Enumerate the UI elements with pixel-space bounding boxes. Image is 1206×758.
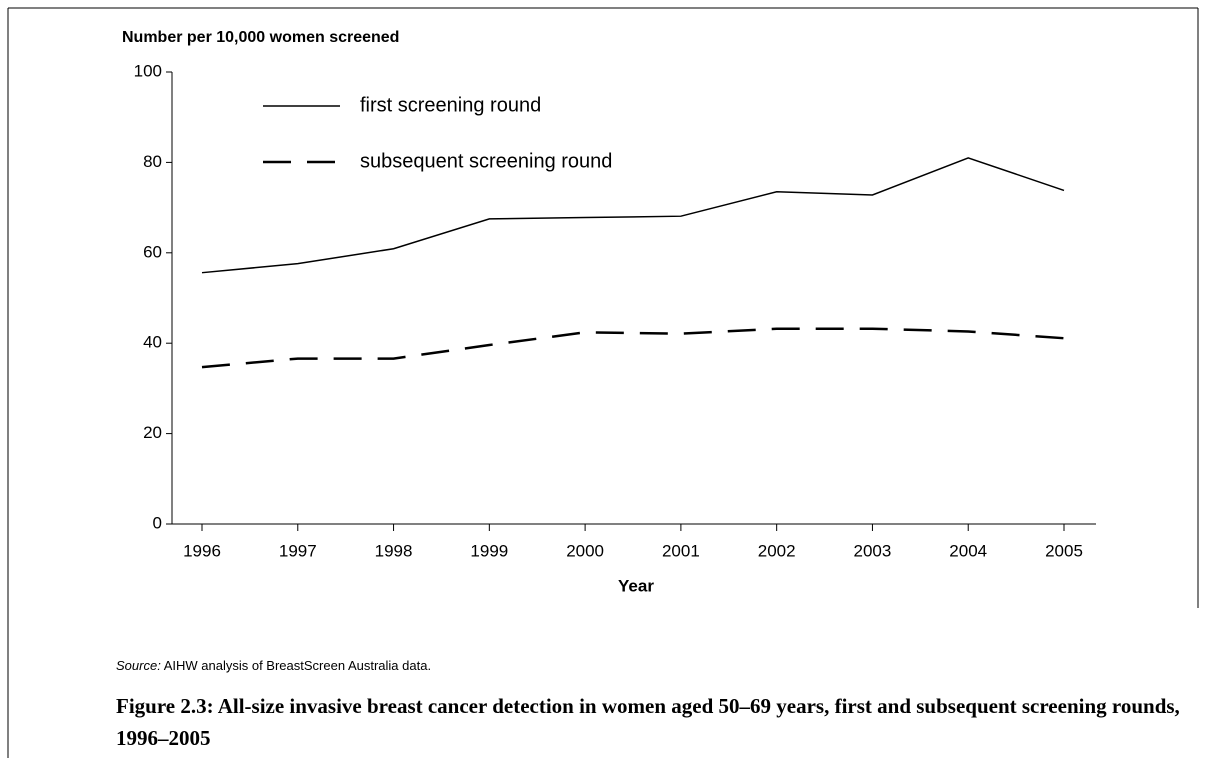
source-text: AIHW analysis of BreastScreen Australia … bbox=[164, 658, 431, 673]
source-note: Source: AIHW analysis of BreastScreen Au… bbox=[116, 658, 431, 673]
x-tick-label: 1999 bbox=[470, 541, 508, 560]
x-tick-label: 2002 bbox=[758, 541, 796, 560]
source-label: Source: bbox=[116, 658, 161, 673]
x-tick-label: 1996 bbox=[183, 541, 221, 560]
y-tick-label: 40 bbox=[143, 333, 162, 352]
y-tick-label: 100 bbox=[134, 61, 162, 80]
x-tick-label: 1998 bbox=[375, 541, 413, 560]
series-line bbox=[201, 157, 1065, 274]
y-tick-label: 0 bbox=[153, 513, 162, 532]
x-tick-label: 2004 bbox=[949, 541, 987, 560]
series-line bbox=[201, 327, 1065, 369]
y-tick-label: 60 bbox=[143, 242, 162, 261]
x-tick-label: 2001 bbox=[662, 541, 700, 560]
legend-label: first screening round bbox=[360, 94, 541, 116]
y-axis-title: Number per 10,000 women screened bbox=[122, 29, 399, 46]
figure-caption: Figure 2.3: All-size invasive breast can… bbox=[116, 694, 1180, 750]
x-tick-label: 2000 bbox=[566, 541, 604, 560]
y-tick-label: 80 bbox=[143, 152, 162, 171]
y-tick-label: 20 bbox=[143, 423, 162, 442]
legend-label: subsequent screening round bbox=[360, 150, 612, 172]
x-tick-label: 2003 bbox=[854, 541, 892, 560]
x-axis-title: Year bbox=[618, 576, 654, 595]
x-tick-label: 1997 bbox=[279, 541, 317, 560]
x-tick-label: 2005 bbox=[1045, 541, 1083, 560]
